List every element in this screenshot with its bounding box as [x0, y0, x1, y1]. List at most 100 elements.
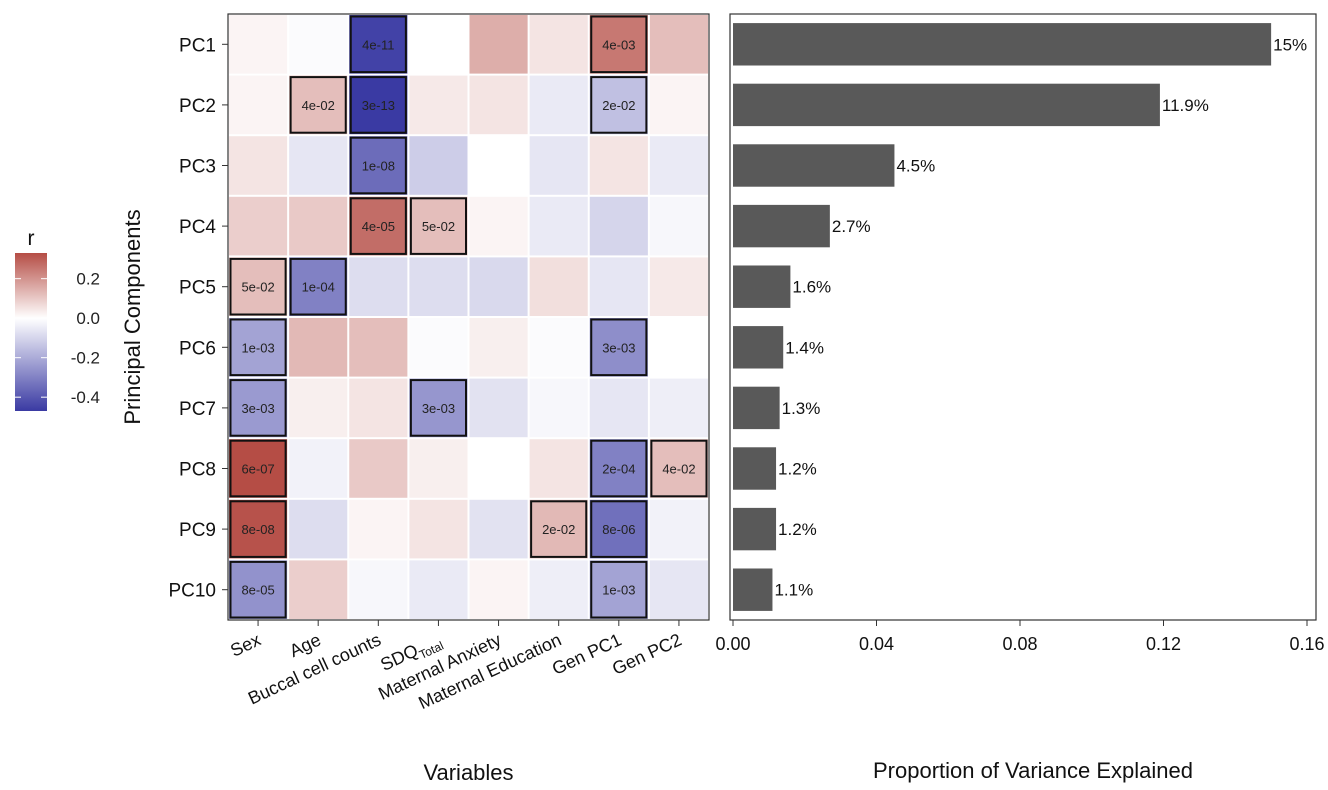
p-value-label: 1e-04 [302, 280, 335, 295]
heatmap-cell [649, 560, 708, 619]
bar [733, 144, 895, 187]
heatmap-cell [649, 439, 708, 498]
heatmap-cell [409, 378, 468, 438]
p-value-label: 4e-03 [602, 37, 635, 52]
significance-box [590, 500, 648, 558]
heatmap-cell [469, 136, 528, 195]
heatmap-cell [349, 378, 408, 438]
p-value-label: 1e-08 [362, 159, 395, 174]
bar-value-label: 1.1% [774, 581, 813, 600]
p-value-label: 8e-05 [241, 583, 274, 598]
bar [733, 386, 780, 430]
bar-value-label: 15% [1273, 35, 1307, 54]
p-value-label: 5e-02 [422, 219, 455, 234]
p-value-label: 3e-03 [241, 401, 274, 416]
heatmap-cell [409, 499, 468, 559]
bar-x-tick-label: 0.00 [715, 634, 750, 654]
legend-colorbar [15, 253, 47, 411]
bar-value-label: 1.3% [782, 399, 821, 418]
significance-box [590, 76, 648, 134]
y-tick-label: PC3 [179, 157, 216, 178]
heatmap-cell [229, 15, 288, 74]
heatmap-cell [589, 75, 648, 135]
heatmap-cell [589, 499, 648, 559]
heatmap-cell [289, 499, 348, 559]
p-value-label: 3e-03 [602, 340, 635, 355]
heatmap-cell [469, 15, 528, 74]
heatmap-cell [349, 196, 408, 256]
heatmap-cell [409, 15, 468, 74]
heatmap-cell [529, 136, 588, 195]
heatmap-cell [349, 560, 408, 619]
heatmap-cell [289, 15, 348, 74]
legend-tick-label: 0.0 [76, 309, 100, 328]
heatmap-cell [229, 378, 288, 438]
heatmap-cell [469, 75, 528, 135]
bar [733, 447, 777, 490]
y-tick-label: PC7 [179, 399, 216, 420]
legend-tick-label: -0.4 [71, 388, 100, 407]
bar-value-label: 1.2% [778, 460, 817, 479]
heatmap-cell [649, 257, 708, 316]
y-tick-label: PC4 [179, 217, 216, 238]
bar-x-tick-label: 0.04 [859, 634, 894, 654]
y-tick-label: PC2 [179, 96, 216, 117]
p-value-label: 4e-02 [302, 98, 335, 113]
heatmap-cell [649, 136, 708, 195]
heatmap-cell [289, 75, 348, 135]
heatmap-cell [469, 378, 528, 438]
bar-x-tick-label: 0.12 [1146, 634, 1181, 654]
heatmap-cell [349, 318, 408, 377]
heatmap-cell [349, 257, 408, 316]
x-tick-label-text: Gen PC2 [609, 629, 685, 678]
x-tick-label-text: Sex [227, 629, 264, 660]
p-value-label: 2e-02 [602, 98, 635, 113]
heatmap-cell [229, 439, 288, 498]
p-value-label: 1e-03 [241, 340, 274, 355]
heatmap-cell [409, 196, 468, 256]
bar-value-label: 4.5% [896, 157, 935, 176]
p-value-label: 2e-04 [602, 462, 635, 477]
heatmap-cell [589, 196, 648, 256]
heatmap-cell [469, 257, 528, 316]
heatmap-cell [349, 499, 408, 559]
heatmap-cell [469, 196, 528, 256]
heatmap-cell [229, 196, 288, 256]
p-value-label: 5e-02 [241, 280, 274, 295]
heatmap-cell [589, 15, 648, 74]
significance-box [590, 560, 648, 619]
heatmap-cell [469, 318, 528, 377]
heatmap-cell [529, 257, 588, 316]
heatmap-cell [229, 499, 288, 559]
heatmap-cell [529, 75, 588, 135]
bar [733, 265, 791, 308]
heatmap-cell [469, 439, 528, 498]
heatmap-cell [289, 318, 348, 377]
heatmap-cell [649, 15, 708, 74]
heatmap-cell [349, 439, 408, 498]
significance-box [229, 318, 287, 377]
p-value-label: 3e-03 [422, 401, 455, 416]
significance-box [349, 15, 407, 74]
heatmap-cell [589, 378, 648, 438]
y-tick-label: PC6 [179, 338, 216, 359]
heatmap-cell [409, 318, 468, 377]
significance-box [650, 439, 708, 498]
y-tick-label: PC10 [168, 581, 216, 602]
heatmap-cell [409, 75, 468, 135]
heatmap-cell [229, 560, 288, 619]
significance-box [229, 439, 287, 498]
heatmap-cell [289, 439, 348, 498]
bar [733, 23, 1272, 66]
p-value-label: 4e-11 [362, 37, 394, 52]
heatmap-cell [529, 318, 588, 377]
x-axis-title: Variables [423, 760, 513, 785]
heatmap-cell [529, 499, 588, 559]
heatmap-cell [349, 15, 408, 74]
bar [733, 568, 773, 611]
heatmap-cell [589, 257, 648, 316]
heatmap-cell [289, 196, 348, 256]
p-value-label: 2e-02 [542, 522, 575, 537]
bar-value-label: 1.6% [792, 278, 831, 297]
